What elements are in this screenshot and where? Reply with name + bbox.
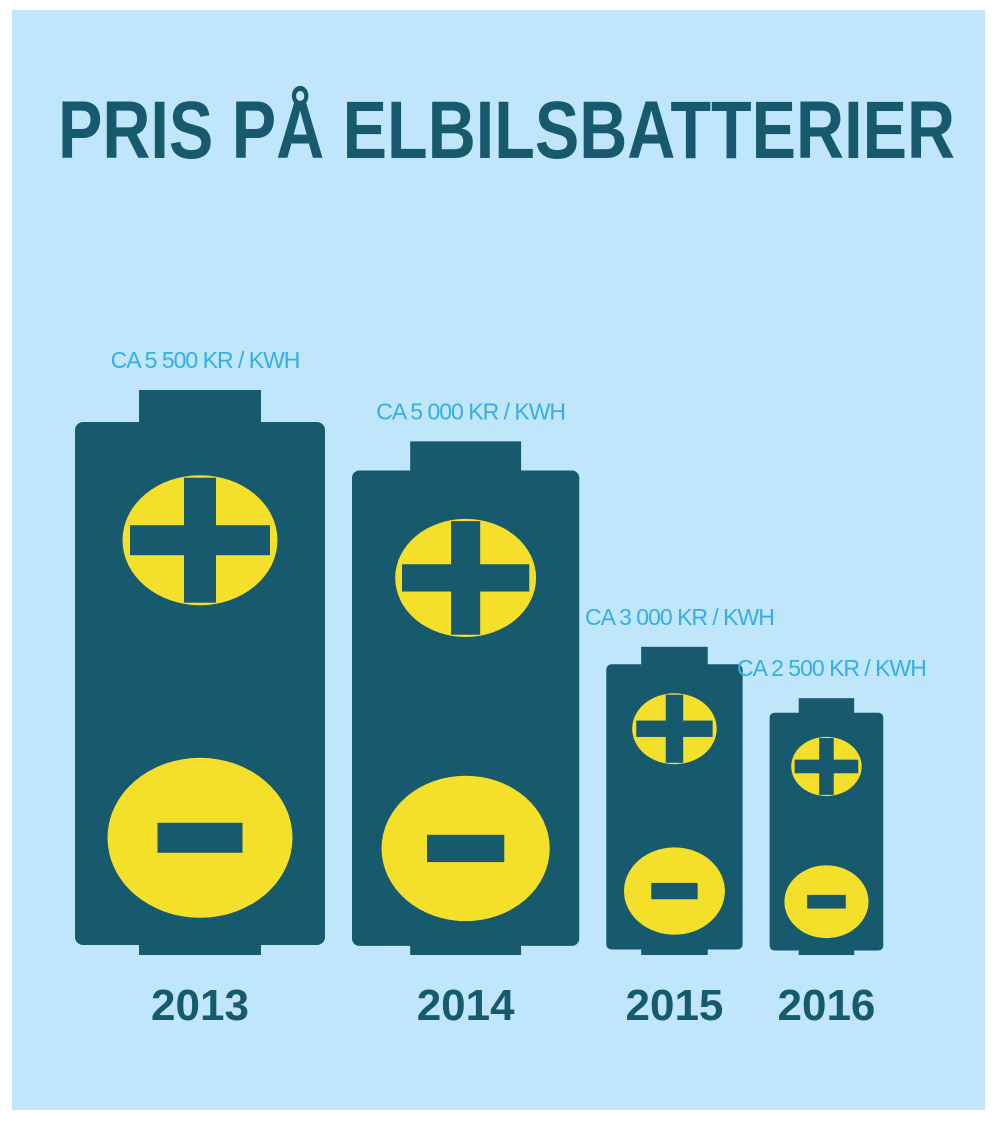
value-label: CA 5 000 KR / KWH	[376, 398, 565, 424]
plus-v	[819, 738, 834, 795]
battery-foot	[798, 946, 855, 955]
x-tick-label: 2013	[151, 981, 249, 1030]
value-label: CA 3 000 KR / KWH	[585, 604, 774, 630]
x-tick-label: 2015	[626, 981, 724, 1030]
plus-v	[665, 694, 684, 763]
battery-cap	[641, 646, 708, 669]
x-tick-label: 2014	[417, 981, 515, 1030]
plus-v	[184, 477, 216, 603]
battery-cap	[410, 441, 522, 475]
value-label: CA 5 500 KR / KWH	[111, 347, 300, 373]
chart-title: PRIS PÅ ELBILSBATTERIER	[58, 85, 955, 176]
plus-v	[451, 521, 481, 635]
battery-foot	[641, 945, 708, 955]
minus-bar	[157, 822, 243, 853]
minus-bar	[807, 894, 846, 909]
x-tick-label: 2016	[778, 981, 876, 1030]
battery-cap	[139, 390, 261, 426]
minus-bar	[427, 834, 505, 863]
minus-bar	[651, 882, 698, 900]
battery-cap	[798, 698, 855, 717]
value-label: CA 2 500 KR / KWH	[737, 655, 926, 681]
